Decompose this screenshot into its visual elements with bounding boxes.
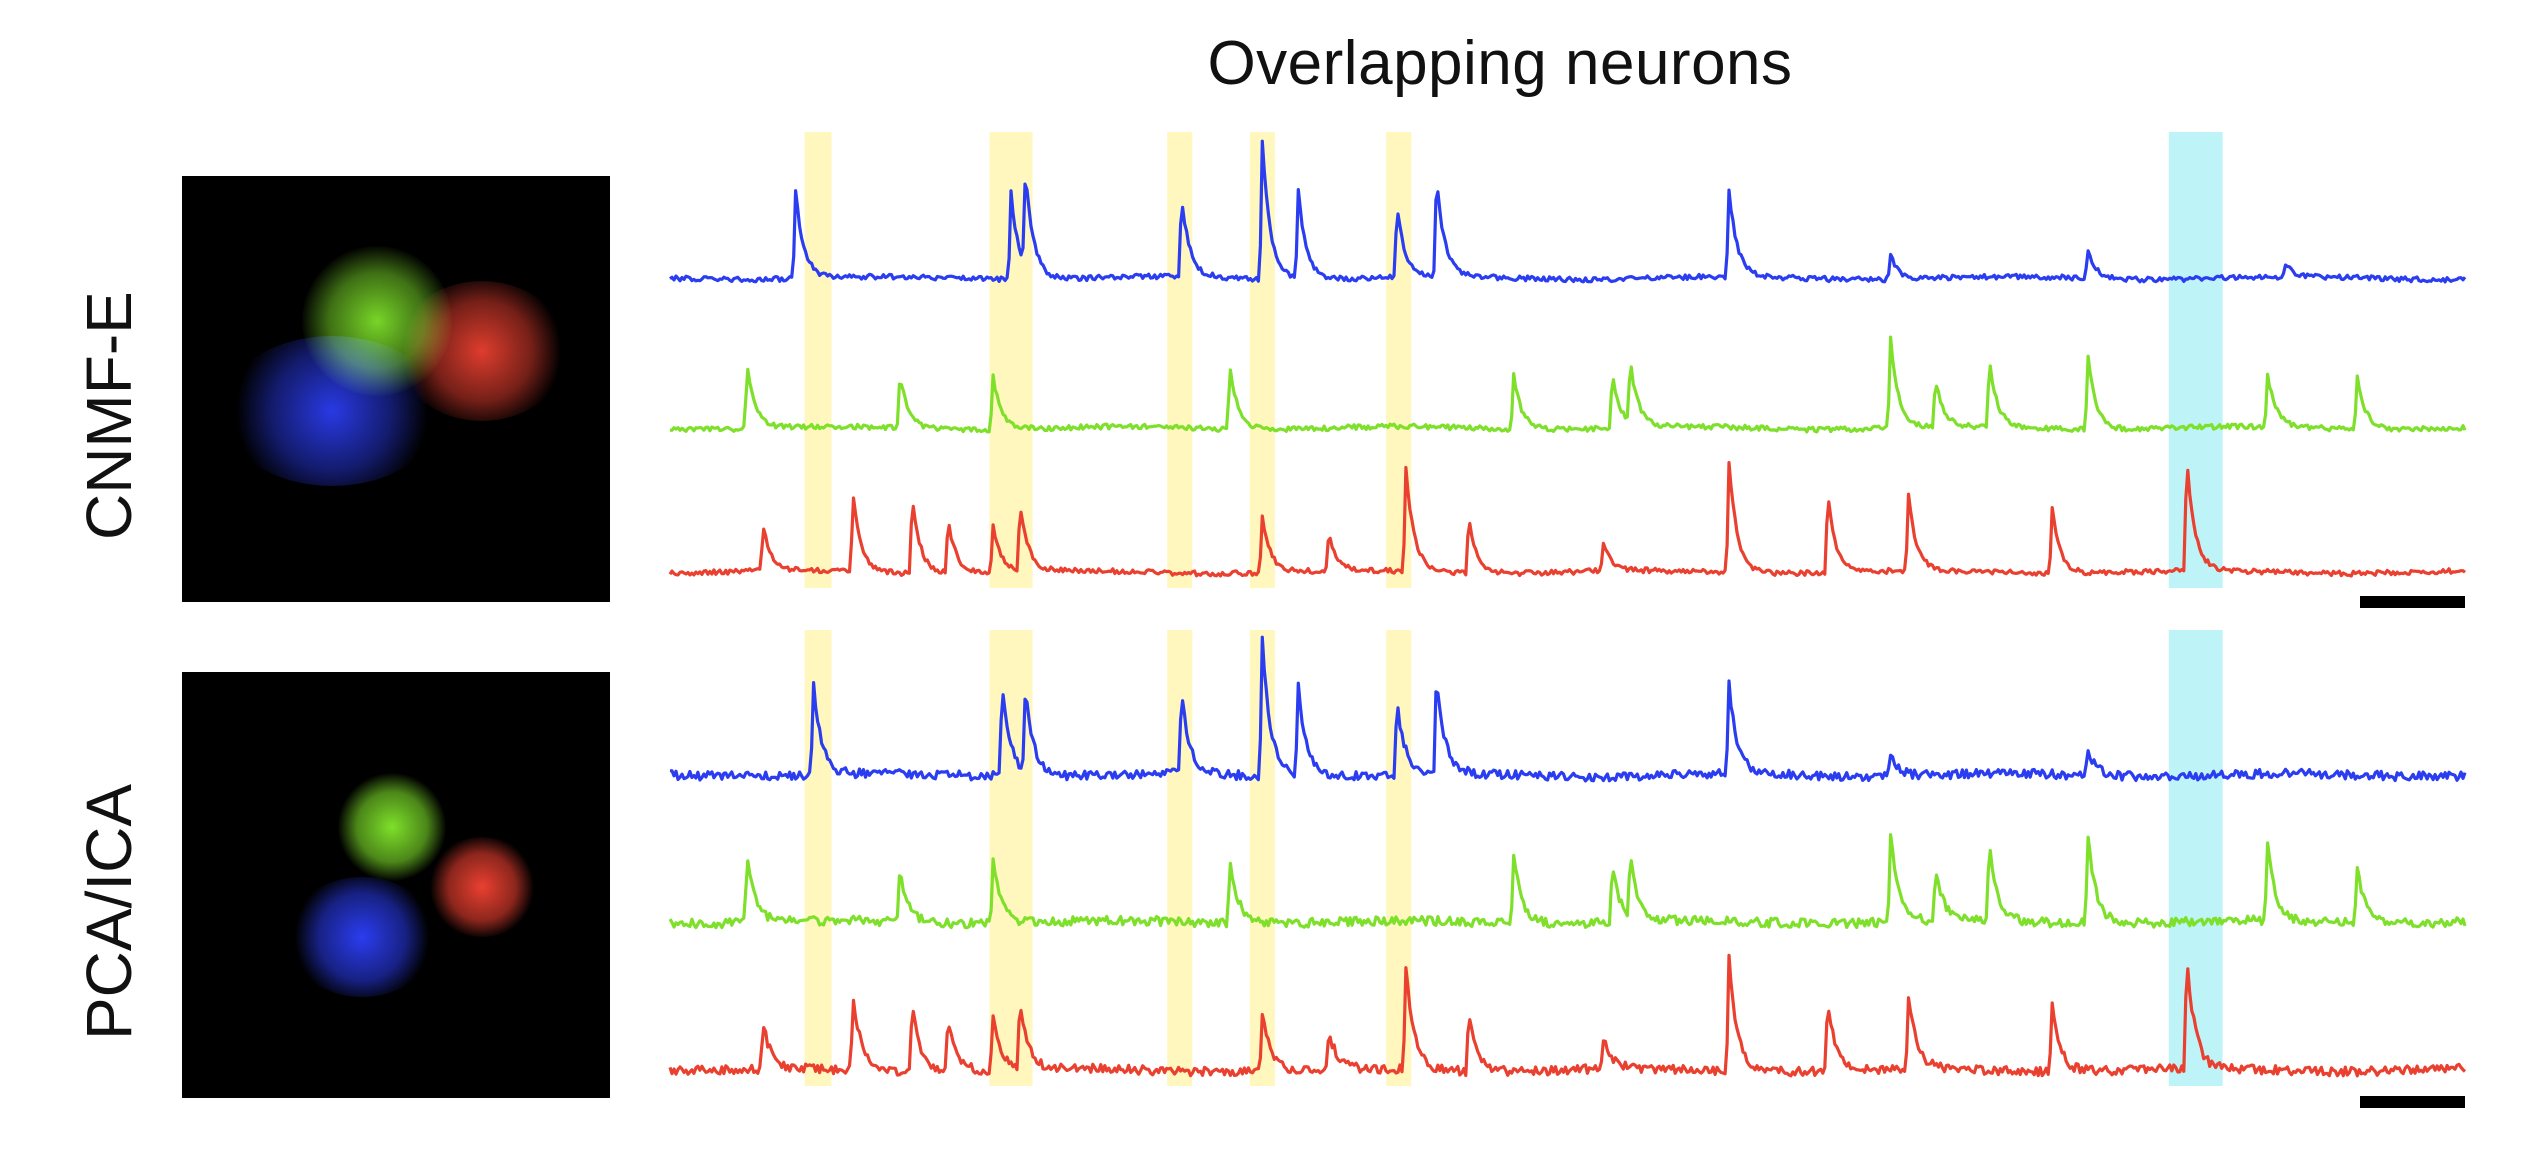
trace-green <box>669 335 2467 434</box>
trace-panel-2 <box>668 630 2467 1108</box>
trace-green <box>668 833 2467 930</box>
trace-panel-1 <box>668 132 2467 608</box>
scale-bar <box>2360 596 2465 608</box>
highlight-band-yellow <box>804 132 832 588</box>
highlight-band-yellow <box>1167 132 1193 588</box>
spatial-footprint-pcaica <box>182 672 610 1098</box>
highlight-band-yellow <box>1386 132 1412 588</box>
footprint-blob-green <box>337 772 447 882</box>
highlight-band-cyan <box>2168 132 2223 588</box>
highlight-band-yellow <box>1167 630 1193 1086</box>
footprint-blob-blue <box>287 877 437 997</box>
scale-bar <box>2360 1096 2465 1108</box>
spatial-footprint-cnmfe <box>182 176 610 602</box>
footprint-blob-red <box>427 837 537 937</box>
trace-red <box>668 461 2466 578</box>
trace-blue <box>669 635 2467 783</box>
highlight-band-cyan <box>2168 630 2223 1086</box>
trace-blue <box>669 139 2467 284</box>
footprint-blob-blue <box>222 336 442 486</box>
highlight-band-yellow <box>804 630 832 1086</box>
figure-title: Overlapping neurons <box>1207 29 1793 98</box>
trace-red <box>668 953 2467 1078</box>
highlight-band-yellow <box>1386 630 1412 1086</box>
